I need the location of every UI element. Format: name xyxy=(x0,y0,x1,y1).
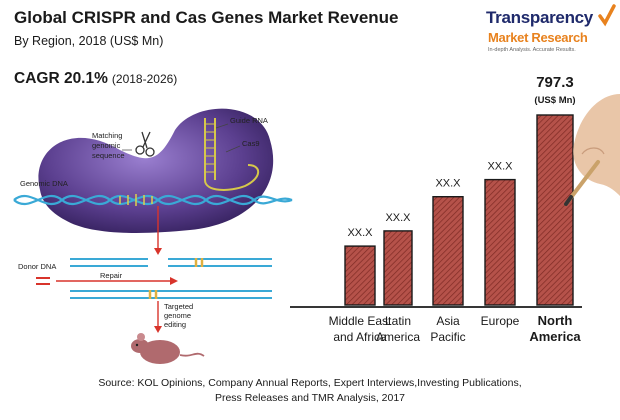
repaired-insert xyxy=(148,290,158,299)
category-label-2-0: Asia xyxy=(436,314,460,328)
cagr-label: CAGR 20.1% (2018-2026) xyxy=(14,70,177,88)
label-genomic-dna: Genomic DNA xyxy=(20,179,68,188)
bar-3 xyxy=(484,178,516,306)
crispr-diagram: Guide RNA Matching genomic sequence Cas9… xyxy=(13,108,293,364)
hand-drawing-icon xyxy=(564,94,620,206)
cagr-period: (2018-2026) xyxy=(111,72,178,86)
label-genome: genome xyxy=(164,311,191,320)
cagr-value: CAGR 20.1% xyxy=(14,70,108,87)
donor-dna-strands xyxy=(70,258,272,267)
bar-value-label-4: 797.3 xyxy=(536,74,574,91)
label-targeted: Targeted xyxy=(164,302,193,311)
label-guide-rna: Guide RNA xyxy=(230,116,268,125)
bar-unit-label: (US$ Mn) xyxy=(534,95,575,106)
donor-piece xyxy=(36,277,50,285)
bar-value-label-2: XX.X xyxy=(435,178,461,190)
cas9-protein xyxy=(38,108,274,233)
bar-value-label-3: XX.X xyxy=(487,161,513,173)
mouse-icon xyxy=(131,333,205,364)
guide-rna-rungs xyxy=(205,123,215,173)
source-line2: Press Releases and TMR Analysis, 2017 xyxy=(214,392,406,404)
label-repair: Repair xyxy=(100,271,123,280)
label-donor-dna: Donor DNA xyxy=(18,262,56,271)
logo-line2: Market Research xyxy=(488,30,588,45)
category-label-0-0: Middle East xyxy=(329,314,392,328)
category-label-2-1: Pacific xyxy=(430,330,465,344)
guide-rna xyxy=(204,118,260,191)
genomic-dna-helix xyxy=(13,194,293,206)
logo-tagline: In-depth Analysis. Accurate Results. xyxy=(488,47,576,53)
label-editing: editing xyxy=(164,320,186,329)
category-label-4-1: America xyxy=(529,329,581,344)
category-label-1-1: America xyxy=(376,330,420,344)
label-genomic: genomic xyxy=(92,141,121,150)
scissors-icon xyxy=(135,131,155,157)
label-cas9: Cas9 xyxy=(242,139,260,148)
bar-0 xyxy=(344,245,376,306)
label-leaders xyxy=(122,123,241,153)
arrow-to-donor xyxy=(154,206,162,255)
chart-title: Global CRISPR and Cas Genes Market Reven… xyxy=(14,8,399,27)
repair-arrow xyxy=(56,277,178,285)
logo-check-icon xyxy=(598,4,616,27)
label-sequence: sequence xyxy=(92,151,125,160)
repaired-dna xyxy=(70,290,272,299)
bar-1 xyxy=(383,230,413,306)
category-label-0-1: and Africa xyxy=(333,330,387,344)
category-label-1-0: Latin xyxy=(385,314,411,328)
bar-2 xyxy=(432,195,464,306)
arrow-to-mouse xyxy=(154,301,162,333)
chart-source: Source: KOL Opinions, Company Annual Rep… xyxy=(0,376,620,406)
category-label-4-0: North xyxy=(538,313,573,328)
category-label-3-0: Europe xyxy=(481,314,520,328)
chart-subtitle: By Region, 2018 (US$ Mn) xyxy=(14,34,164,48)
donor-insert xyxy=(194,258,204,267)
bar-value-label-1: XX.X xyxy=(385,212,411,224)
label-matching: Matching xyxy=(92,131,122,140)
logo-line1: Transparency xyxy=(486,8,593,27)
tmr-logo: Transparency Market Research In-depth An… xyxy=(486,4,616,60)
bar-value-label-0: XX.X xyxy=(347,227,373,239)
source-line1: Source: KOL Opinions, Company Annual Rep… xyxy=(98,377,522,389)
bar-4 xyxy=(536,114,574,306)
dna-match-rungs xyxy=(119,194,153,206)
